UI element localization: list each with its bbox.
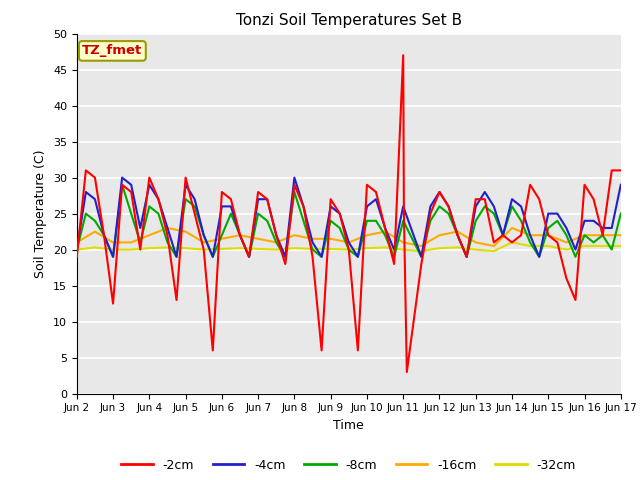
Legend: -2cm, -4cm, -8cm, -16cm, -32cm: -2cm, -4cm, -8cm, -16cm, -32cm <box>116 454 581 477</box>
Y-axis label: Soil Temperature (C): Soil Temperature (C) <box>35 149 47 278</box>
Title: Tonzi Soil Temperatures Set B: Tonzi Soil Temperatures Set B <box>236 13 462 28</box>
Text: TZ_fmet: TZ_fmet <box>82 44 143 58</box>
X-axis label: Time: Time <box>333 419 364 432</box>
